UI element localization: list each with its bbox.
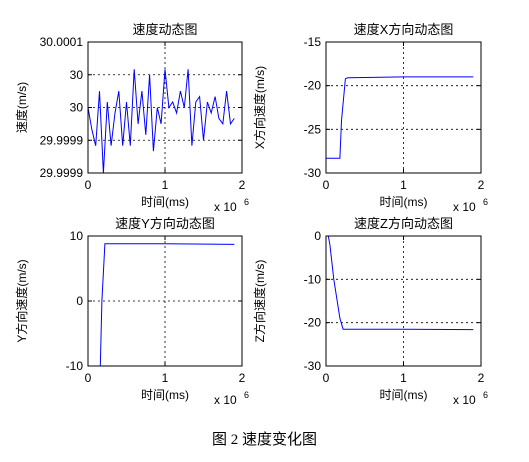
y-axis-label: Z方向速度(m/s): [252, 260, 267, 343]
x-tick-label: 1: [162, 371, 169, 385]
x-tick-label: 0: [323, 178, 330, 192]
x-tick-label: 0: [85, 178, 92, 192]
x-axis-label: 时间(ms): [141, 195, 189, 209]
y-tick-label: -15: [304, 35, 322, 49]
y-tick-label: 0: [314, 229, 321, 243]
x-multiplier: x 10: [453, 393, 476, 407]
y-axis-label: Y方向速度(m/s): [14, 259, 29, 342]
x-multiplier: x 10: [214, 200, 237, 214]
x-tick-label: 2: [478, 371, 485, 385]
y-axis-label: 速度(m/s): [14, 82, 29, 133]
x-axis-label: 时间(ms): [141, 388, 189, 402]
chart-title: 速度X方向动态图: [354, 22, 454, 37]
y-tick-label: -20: [304, 316, 322, 330]
chart-title: 速度Y方向动态图: [115, 216, 215, 231]
x-tick-label: 0: [85, 371, 92, 385]
figure-caption: 图 2 速度变化图: [211, 432, 317, 448]
series-line: [326, 76, 474, 159]
x-tick-label: 1: [400, 178, 407, 192]
x-exponent: 6: [483, 197, 488, 207]
x-tick-label: 0: [323, 371, 330, 385]
y-tick-label: 29.9999: [40, 133, 84, 147]
y-axis-label: X方向速度(m/s): [252, 66, 267, 149]
y-tick-label: -25: [304, 122, 322, 136]
x-tick-label: 2: [239, 178, 246, 192]
x-exponent: 6: [483, 390, 488, 400]
x-tick-label: 1: [400, 371, 407, 385]
y-tick-label: -30: [304, 166, 322, 180]
x-exponent: 6: [244, 197, 249, 207]
y-tick-label: -30: [304, 359, 322, 373]
x-multiplier: x 10: [214, 393, 237, 407]
chart-title: 速度Z方向动态图: [354, 216, 453, 231]
x-multiplier: x 10: [453, 200, 476, 214]
y-tick-label: 10: [70, 229, 84, 243]
x-tick-label: 2: [239, 371, 246, 385]
x-exponent: 6: [244, 390, 249, 400]
x-tick-label: 1: [162, 178, 169, 192]
series-line: [327, 235, 474, 331]
x-tick-label: 2: [478, 178, 485, 192]
chart-title: 速度动态图: [132, 22, 197, 37]
y-tick-label: -10: [66, 359, 84, 373]
y-tick-label: 30: [70, 101, 84, 115]
y-tick-label: 30: [70, 68, 84, 82]
series-line: [87, 69, 235, 174]
y-tick-label: -20: [304, 79, 322, 93]
y-tick-label: 29.9999: [40, 166, 84, 180]
x-axis-label: 时间(ms): [380, 195, 428, 209]
y-tick-label: 0: [76, 294, 83, 308]
x-axis-label: 时间(ms): [380, 388, 428, 402]
y-tick-label: -10: [304, 272, 322, 286]
y-tick-label: 30.0001: [40, 35, 84, 49]
